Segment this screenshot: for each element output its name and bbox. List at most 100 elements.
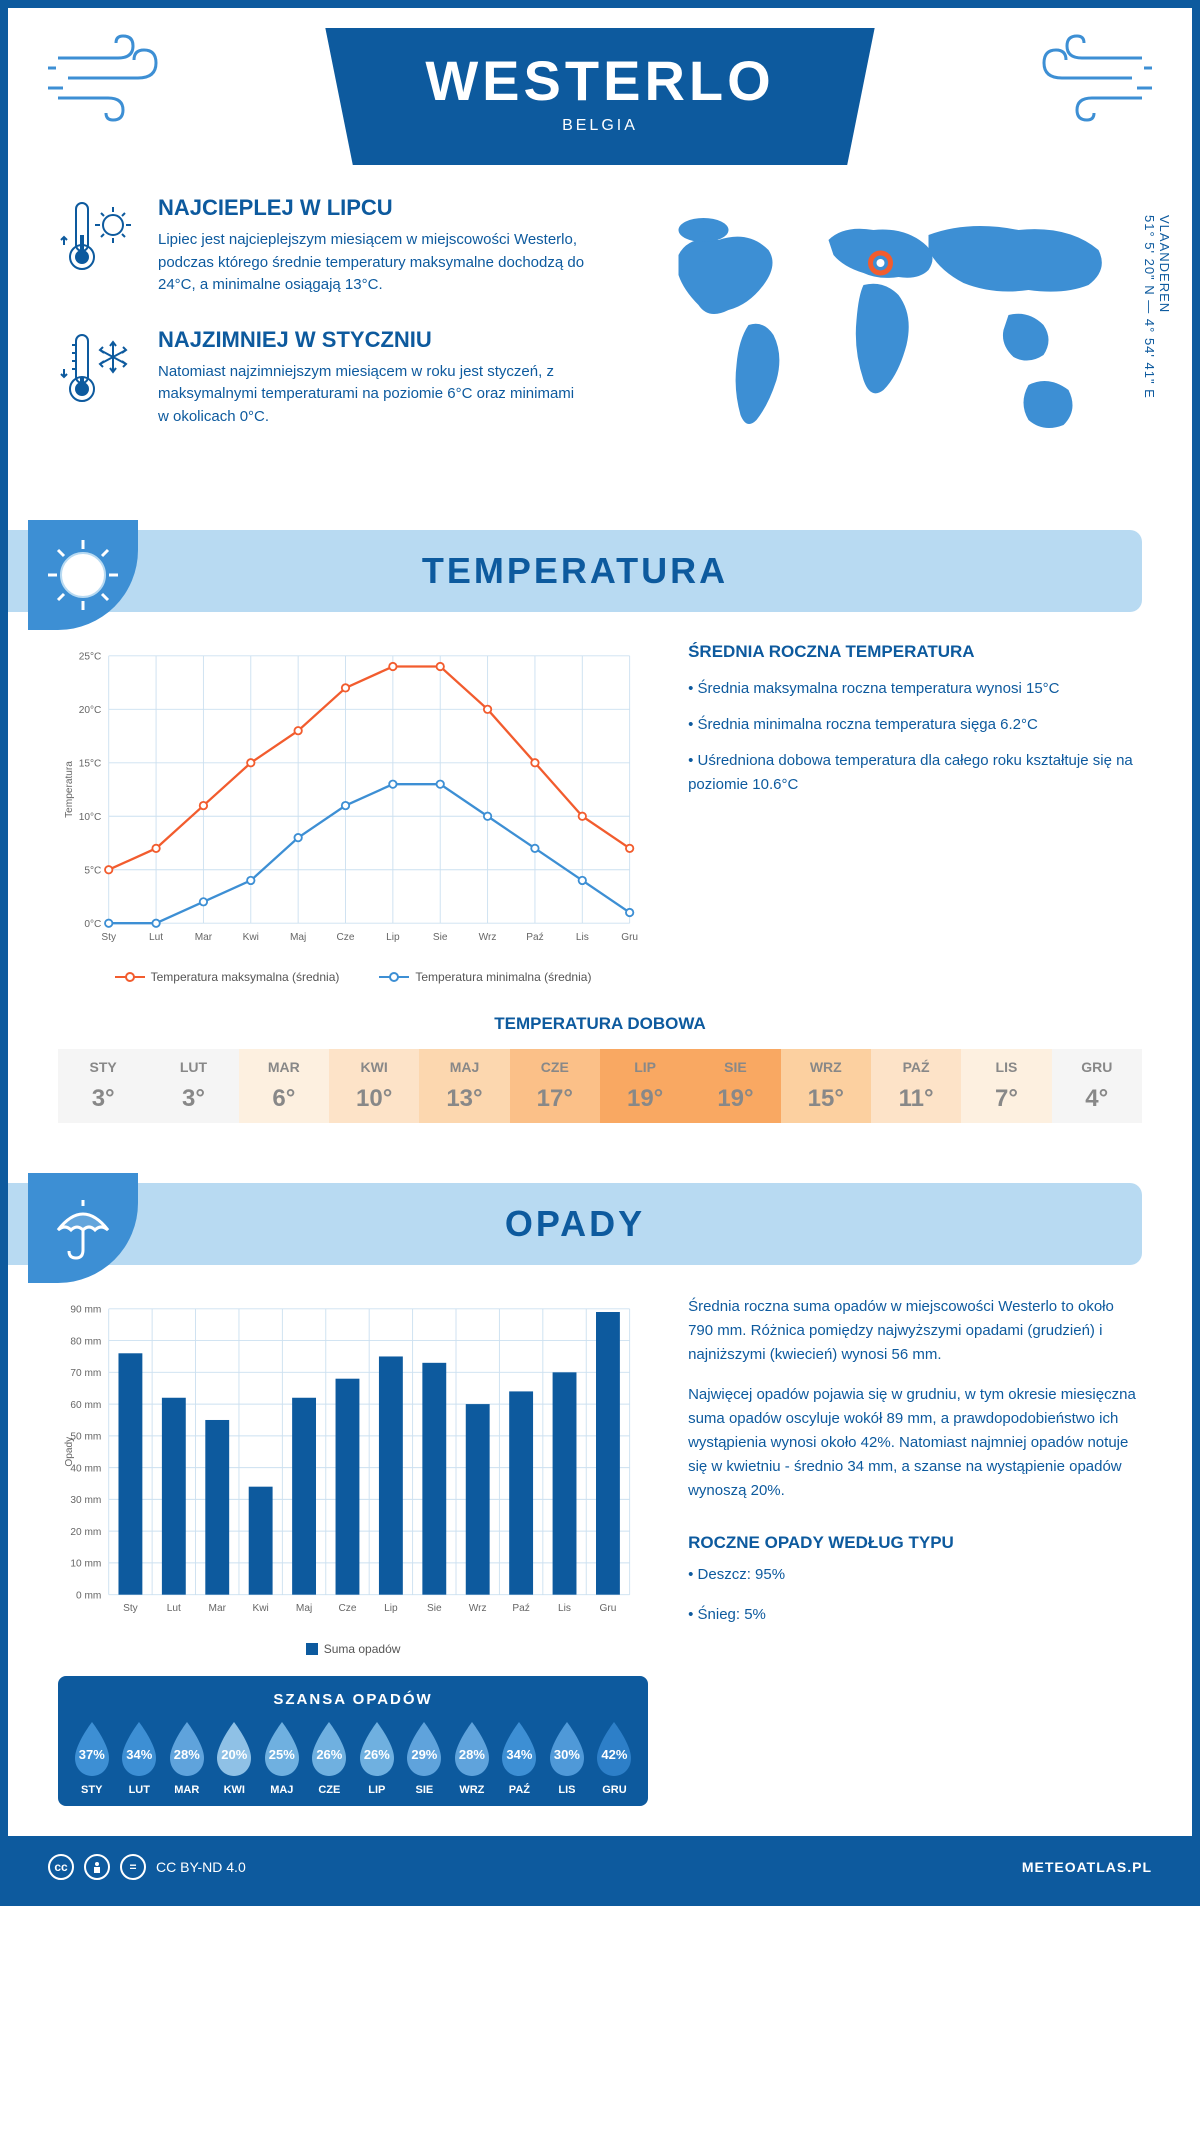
svg-text:20°C: 20°C: [79, 705, 102, 716]
svg-text:90 mm: 90 mm: [70, 1305, 101, 1316]
temperature-line-chart: 0°C5°C10°C15°C20°C25°CStyLutMarKwiMajCze…: [58, 642, 648, 984]
sun-icon: [28, 520, 138, 630]
precip-p2: Najwięcej opadów pojawia się w grudniu, …: [688, 1383, 1142, 1503]
svg-text:Cze: Cze: [338, 1604, 356, 1615]
temp-cell: LUT 3°: [148, 1049, 238, 1123]
nd-icon: =: [120, 1854, 146, 1880]
svg-text:0 mm: 0 mm: [76, 1591, 101, 1602]
chance-title: SZANSA OPADÓW: [68, 1691, 638, 1708]
daily-temperature-table: TEMPERATURA DOBOWA STY 3° LUT 3° MAR 6° …: [8, 1014, 1192, 1163]
thermometer-hot-icon: [58, 195, 138, 275]
wind-icon-right: [1012, 28, 1152, 128]
svg-text:60 mm: 60 mm: [70, 1400, 101, 1411]
chance-month: SIE: [401, 1784, 449, 1796]
svg-text:Cze: Cze: [336, 932, 354, 943]
cc-icon: cc: [48, 1854, 74, 1880]
temp-cell-month: SIE: [694, 1059, 776, 1075]
temp-cell-month: CZE: [514, 1059, 596, 1075]
city-name: WESTERLO: [425, 48, 774, 113]
intro-text-column: NAJCIEPLEJ W LIPCU Lipiec jest najcieple…: [58, 195, 585, 480]
chance-month: LUT: [116, 1784, 164, 1796]
temp-cell-month: GRU: [1056, 1059, 1138, 1075]
footer: cc = CC BY-ND 4.0 METEOATLAS.PL: [8, 1836, 1192, 1898]
precipitation-content: 0 mm10 mm20 mm30 mm40 mm50 mm60 mm70 mm8…: [8, 1295, 1192, 1836]
svg-text:Maj: Maj: [290, 932, 306, 943]
temperature-section-header: TEMPERATURA: [8, 530, 1142, 612]
precipitation-chance-box: SZANSA OPADÓW 37% STY 34% LUT 28% MAR 20…: [58, 1676, 648, 1806]
map-column: VLAANDEREN 51° 5' 20" N — 4° 54' 41" E: [615, 195, 1142, 480]
chance-value: 20%: [221, 1747, 247, 1762]
chance-month: GRU: [591, 1784, 639, 1796]
svg-text:70 mm: 70 mm: [70, 1369, 101, 1380]
temp-cell: STY 3°: [58, 1049, 148, 1123]
svg-text:15°C: 15°C: [79, 758, 102, 769]
temp-cell-month: LUT: [152, 1059, 234, 1075]
svg-text:10 mm: 10 mm: [70, 1559, 101, 1570]
temp-cell-month: MAJ: [423, 1059, 505, 1075]
temp-cell-month: STY: [62, 1059, 144, 1075]
temp-info-bullet3: • Uśredniona dobowa temperatura dla całe…: [688, 749, 1142, 797]
svg-text:Paź: Paź: [512, 1604, 529, 1615]
precip-type-title: ROCZNE OPADY WEDŁUG TYPU: [688, 1533, 1142, 1553]
svg-text:10°C: 10°C: [79, 812, 102, 823]
chance-month: KWI: [211, 1784, 259, 1796]
precip-chart-legend: Suma opadów: [58, 1642, 648, 1656]
temp-cell-month: WRZ: [785, 1059, 867, 1075]
svg-text:Lut: Lut: [167, 1604, 181, 1615]
temp-cell: CZE 17°: [510, 1049, 600, 1123]
coord-lat: 51° 5' 20" N: [1142, 215, 1157, 296]
wind-icon-left: [48, 28, 188, 128]
svg-text:Maj: Maj: [296, 1604, 312, 1615]
temp-cell-value: 4°: [1056, 1085, 1138, 1113]
legend-min: .legend-line[style*="3d8fd4"]::after{bor…: [379, 970, 591, 984]
chance-month: STY: [68, 1784, 116, 1796]
precipitation-section-header: OPADY: [8, 1183, 1142, 1265]
temp-cell: GRU 4°: [1052, 1049, 1142, 1123]
license-text: CC BY-ND 4.0: [156, 1859, 246, 1875]
coldest-description: Natomiast najzimniejszym miesiącem w rok…: [158, 361, 585, 429]
precip-rain: • Deszcz: 95%: [688, 1563, 1142, 1587]
temp-cell-value: 11°: [875, 1085, 957, 1113]
chance-value: 34%: [126, 1747, 152, 1762]
temperature-title: TEMPERATURA: [8, 550, 1142, 592]
chance-value: 34%: [506, 1747, 532, 1762]
temp-cell: LIS 7°: [961, 1049, 1051, 1123]
temp-cell-month: PAŹ: [875, 1059, 957, 1075]
svg-text:Wrz: Wrz: [479, 932, 497, 943]
chance-value: 28%: [459, 1747, 485, 1762]
chance-value: 28%: [174, 1747, 200, 1762]
temp-cell-value: 19°: [694, 1085, 776, 1113]
chance-value: 25%: [269, 1747, 295, 1762]
svg-text:Lip: Lip: [384, 1604, 398, 1615]
country-name: BELGIA: [425, 117, 774, 135]
coldest-text: NAJZIMNIEJ W STYCZNIU Natomiast najzimni…: [158, 327, 585, 429]
precipitation-info: Średnia roczna suma opadów w miejscowośc…: [688, 1295, 1142, 1806]
svg-text:Opady: Opady: [64, 1436, 75, 1467]
daily-temp-title: TEMPERATURA DOBOWA: [58, 1014, 1142, 1034]
footer-license: cc = CC BY-ND 4.0: [48, 1854, 246, 1880]
world-map: [615, 195, 1142, 475]
chance-drop: 34% LUT: [116, 1720, 164, 1796]
temp-info-bullet1: • Średnia maksymalna roczna temperatura …: [688, 677, 1142, 701]
temp-cell: MAR 6°: [239, 1049, 329, 1123]
chance-month: PAŹ: [496, 1784, 544, 1796]
chance-value: 26%: [364, 1747, 390, 1762]
footer-site: METEOATLAS.PL: [1022, 1859, 1152, 1875]
temp-cell-month: MAR: [243, 1059, 325, 1075]
temp-cell-value: 6°: [243, 1085, 325, 1113]
svg-text:30 mm: 30 mm: [70, 1496, 101, 1507]
svg-text:Kwi: Kwi: [243, 932, 259, 943]
umbrella-icon: [28, 1173, 138, 1283]
svg-text:0°C: 0°C: [84, 919, 101, 930]
svg-text:Gru: Gru: [621, 932, 638, 943]
warmest-block: NAJCIEPLEJ W LIPCU Lipiec jest najcieple…: [58, 195, 585, 297]
by-icon: [84, 1854, 110, 1880]
svg-text:Lis: Lis: [558, 1604, 571, 1615]
svg-text:50 mm: 50 mm: [70, 1432, 101, 1443]
chance-drop: 28% MAR: [163, 1720, 211, 1796]
temperature-info: ŚREDNIA ROCZNA TEMPERATURA • Średnia mak…: [688, 642, 1142, 984]
svg-text:25°C: 25°C: [79, 652, 102, 663]
svg-text:Paź: Paź: [526, 932, 543, 943]
coldest-block: NAJZIMNIEJ W STYCZNIU Natomiast najzimni…: [58, 327, 585, 429]
svg-text:Mar: Mar: [209, 1604, 227, 1615]
